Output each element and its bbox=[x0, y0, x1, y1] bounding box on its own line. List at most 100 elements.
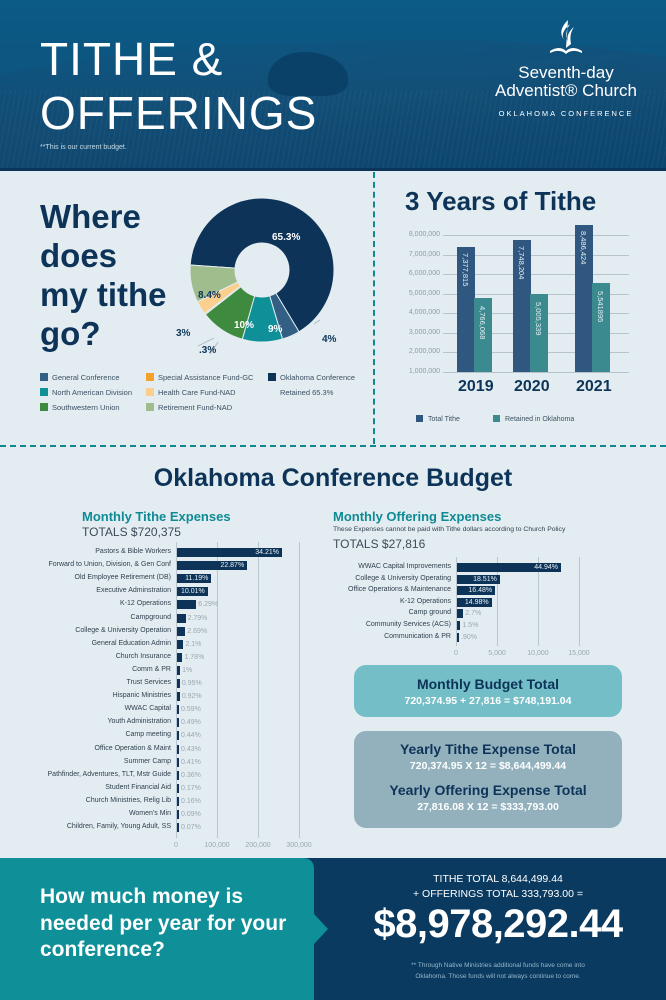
gridline bbox=[217, 542, 218, 839]
legend-label: North American Division bbox=[52, 388, 133, 397]
legend-item: Special Assistance Fund-GC bbox=[146, 373, 253, 382]
category-label: Summer Camp bbox=[123, 757, 171, 765]
legend-label: Southwestern Union bbox=[52, 403, 120, 412]
category-label: General Education Admin bbox=[91, 639, 171, 647]
x-axis-year: 2020 bbox=[514, 378, 550, 395]
expense-bar bbox=[177, 783, 179, 793]
monthly-budget-formula: 720,374.95 + 27,816 = $748,191.04 bbox=[404, 695, 572, 707]
percent-label: 0.07% bbox=[181, 824, 201, 832]
percent-label: 2.79% bbox=[187, 614, 208, 622]
expense-bar bbox=[177, 574, 212, 584]
monthly-budget-title: Monthly Budget Total bbox=[416, 676, 560, 692]
question-panel bbox=[0, 858, 314, 1000]
percent-label: 16.48% bbox=[468, 587, 493, 595]
expense-bar bbox=[177, 796, 179, 806]
where-heading-line: my tithe bbox=[40, 275, 167, 313]
legend-item: Health Care Fund-NAD bbox=[146, 388, 236, 397]
where-heading-line: go? bbox=[40, 314, 101, 352]
y-tick-label: 2,000,000 bbox=[408, 348, 440, 356]
bison-silhouette bbox=[268, 52, 348, 96]
percent-label: 0.09% bbox=[181, 811, 201, 818]
percent-label: 0.43% bbox=[181, 745, 201, 753]
category-label: College & University Operating bbox=[355, 574, 451, 582]
percent-label: 0.16% bbox=[181, 797, 201, 805]
percent-label: 0.59% bbox=[181, 706, 201, 714]
years-chart-title: 3 Years of Tithe bbox=[405, 186, 597, 216]
expense-bar bbox=[177, 613, 186, 623]
percent-label: 0.92% bbox=[181, 693, 202, 701]
legend-swatch bbox=[40, 403, 48, 411]
legend-item-total: Total Tithe bbox=[416, 415, 460, 423]
expense-bar bbox=[177, 705, 179, 715]
gridline bbox=[538, 557, 539, 647]
bar-retained: 5,541895 bbox=[592, 283, 610, 372]
yearly-totals-box: Yearly Tithe Expense Total 720,374.95 X … bbox=[354, 731, 622, 828]
offering-expenses-subtitle: These Expenses cannot be paid with Tithe… bbox=[333, 526, 566, 533]
y-tick-label: 6,000,000 bbox=[408, 270, 440, 278]
legend-label: General Conference bbox=[52, 373, 120, 382]
legend-item: Retained 65.3% bbox=[280, 388, 333, 397]
legend-swatch bbox=[146, 403, 154, 411]
gridline bbox=[443, 235, 629, 236]
category-label: Church Insurance bbox=[115, 652, 171, 660]
percent-label: 34.21% bbox=[255, 549, 279, 556]
legend-label: Retirement Fund-NAD bbox=[158, 403, 233, 412]
category-label: Women's Min bbox=[128, 810, 171, 817]
bar-retained: 5,005,339 bbox=[530, 293, 548, 372]
y-tick-label: 3,000,000 bbox=[408, 328, 440, 336]
where-heading-line: Where bbox=[40, 198, 141, 235]
percent-label: 0.49% bbox=[181, 719, 201, 727]
expense-bar bbox=[177, 757, 179, 767]
legend-label: Retained 65.3% bbox=[280, 388, 334, 397]
expense-bar bbox=[177, 823, 179, 833]
x-tick-label: 200,000 bbox=[245, 842, 271, 850]
category-label: Comm & PR bbox=[132, 665, 171, 673]
expense-bar bbox=[177, 639, 184, 649]
donut-label-health: 3% bbox=[176, 328, 191, 339]
tithe-expenses-total: TOTALS $720,375 bbox=[82, 525, 181, 539]
y-tick-label: 7,000,000 bbox=[408, 250, 440, 258]
legend-swatch bbox=[493, 415, 500, 422]
legend-label: Total Tithe bbox=[428, 416, 460, 423]
expense-bar bbox=[457, 597, 492, 607]
y-axis-line bbox=[176, 542, 177, 839]
bar-value-label: 5,541895 bbox=[596, 291, 605, 323]
expense-bar bbox=[457, 621, 461, 630]
bar-retained: 4,766,068 bbox=[474, 298, 492, 372]
y-tick-label: 8,000,000 bbox=[408, 231, 440, 238]
percent-label: 22.87% bbox=[220, 562, 245, 570]
yearly-offering-formula: 27,816.08 X 12 = $333,793.00 bbox=[417, 801, 559, 813]
percent-label: 44.94% bbox=[534, 564, 558, 571]
donut-slice bbox=[189, 197, 335, 333]
horizontal-dashed-divider bbox=[0, 445, 666, 447]
percent-label: 6.29% bbox=[198, 601, 219, 609]
monthly-budget-total-box: Monthly Budget Total 720,374.95 + 27,816… bbox=[354, 665, 622, 717]
grass-texture bbox=[0, 90, 666, 168]
legend-label: Oklahoma Conference bbox=[280, 373, 356, 382]
percent-label: 0.41% bbox=[181, 758, 201, 766]
category-label: Camp meeting bbox=[125, 731, 171, 739]
arrow-pointer-icon bbox=[314, 914, 328, 944]
category-label: Old Employee Retirement (DB) bbox=[74, 574, 171, 582]
logo-line2: Adventist® Church bbox=[495, 81, 637, 101]
church-logo: Seventh-day Adventist® Church OKLAHOMA C… bbox=[486, 18, 646, 118]
budget-note: **This is our current budget. bbox=[40, 144, 127, 151]
legend-swatch bbox=[146, 388, 154, 396]
page-title-line1: TITHE & bbox=[40, 33, 224, 85]
page-title-line2: OFFERINGS bbox=[40, 87, 318, 139]
logo-line1: Seventh-day bbox=[518, 63, 614, 82]
expense-bar bbox=[457, 632, 460, 642]
y-tick-label: 1,000,000 bbox=[408, 368, 440, 375]
percent-label: 0.95% bbox=[181, 680, 202, 687]
sda-flame-bible-icon bbox=[546, 18, 586, 58]
legend-item: General Conference bbox=[40, 373, 120, 382]
category-label: Forward to Union, Division, & Gen Conf bbox=[48, 561, 171, 569]
budget-title: Oklahoma Conference Budget bbox=[153, 464, 513, 492]
donut-label-nad: 9% bbox=[268, 324, 283, 335]
expense-bar bbox=[177, 600, 197, 610]
bar-value-label: 7,748,204 bbox=[517, 245, 526, 280]
x-axis-year: 2019 bbox=[458, 378, 494, 395]
grand-total: $8,978,292.44 bbox=[373, 902, 623, 946]
y-axis-line bbox=[456, 557, 457, 647]
legend-label: Health Care Fund-NAD bbox=[158, 388, 236, 397]
